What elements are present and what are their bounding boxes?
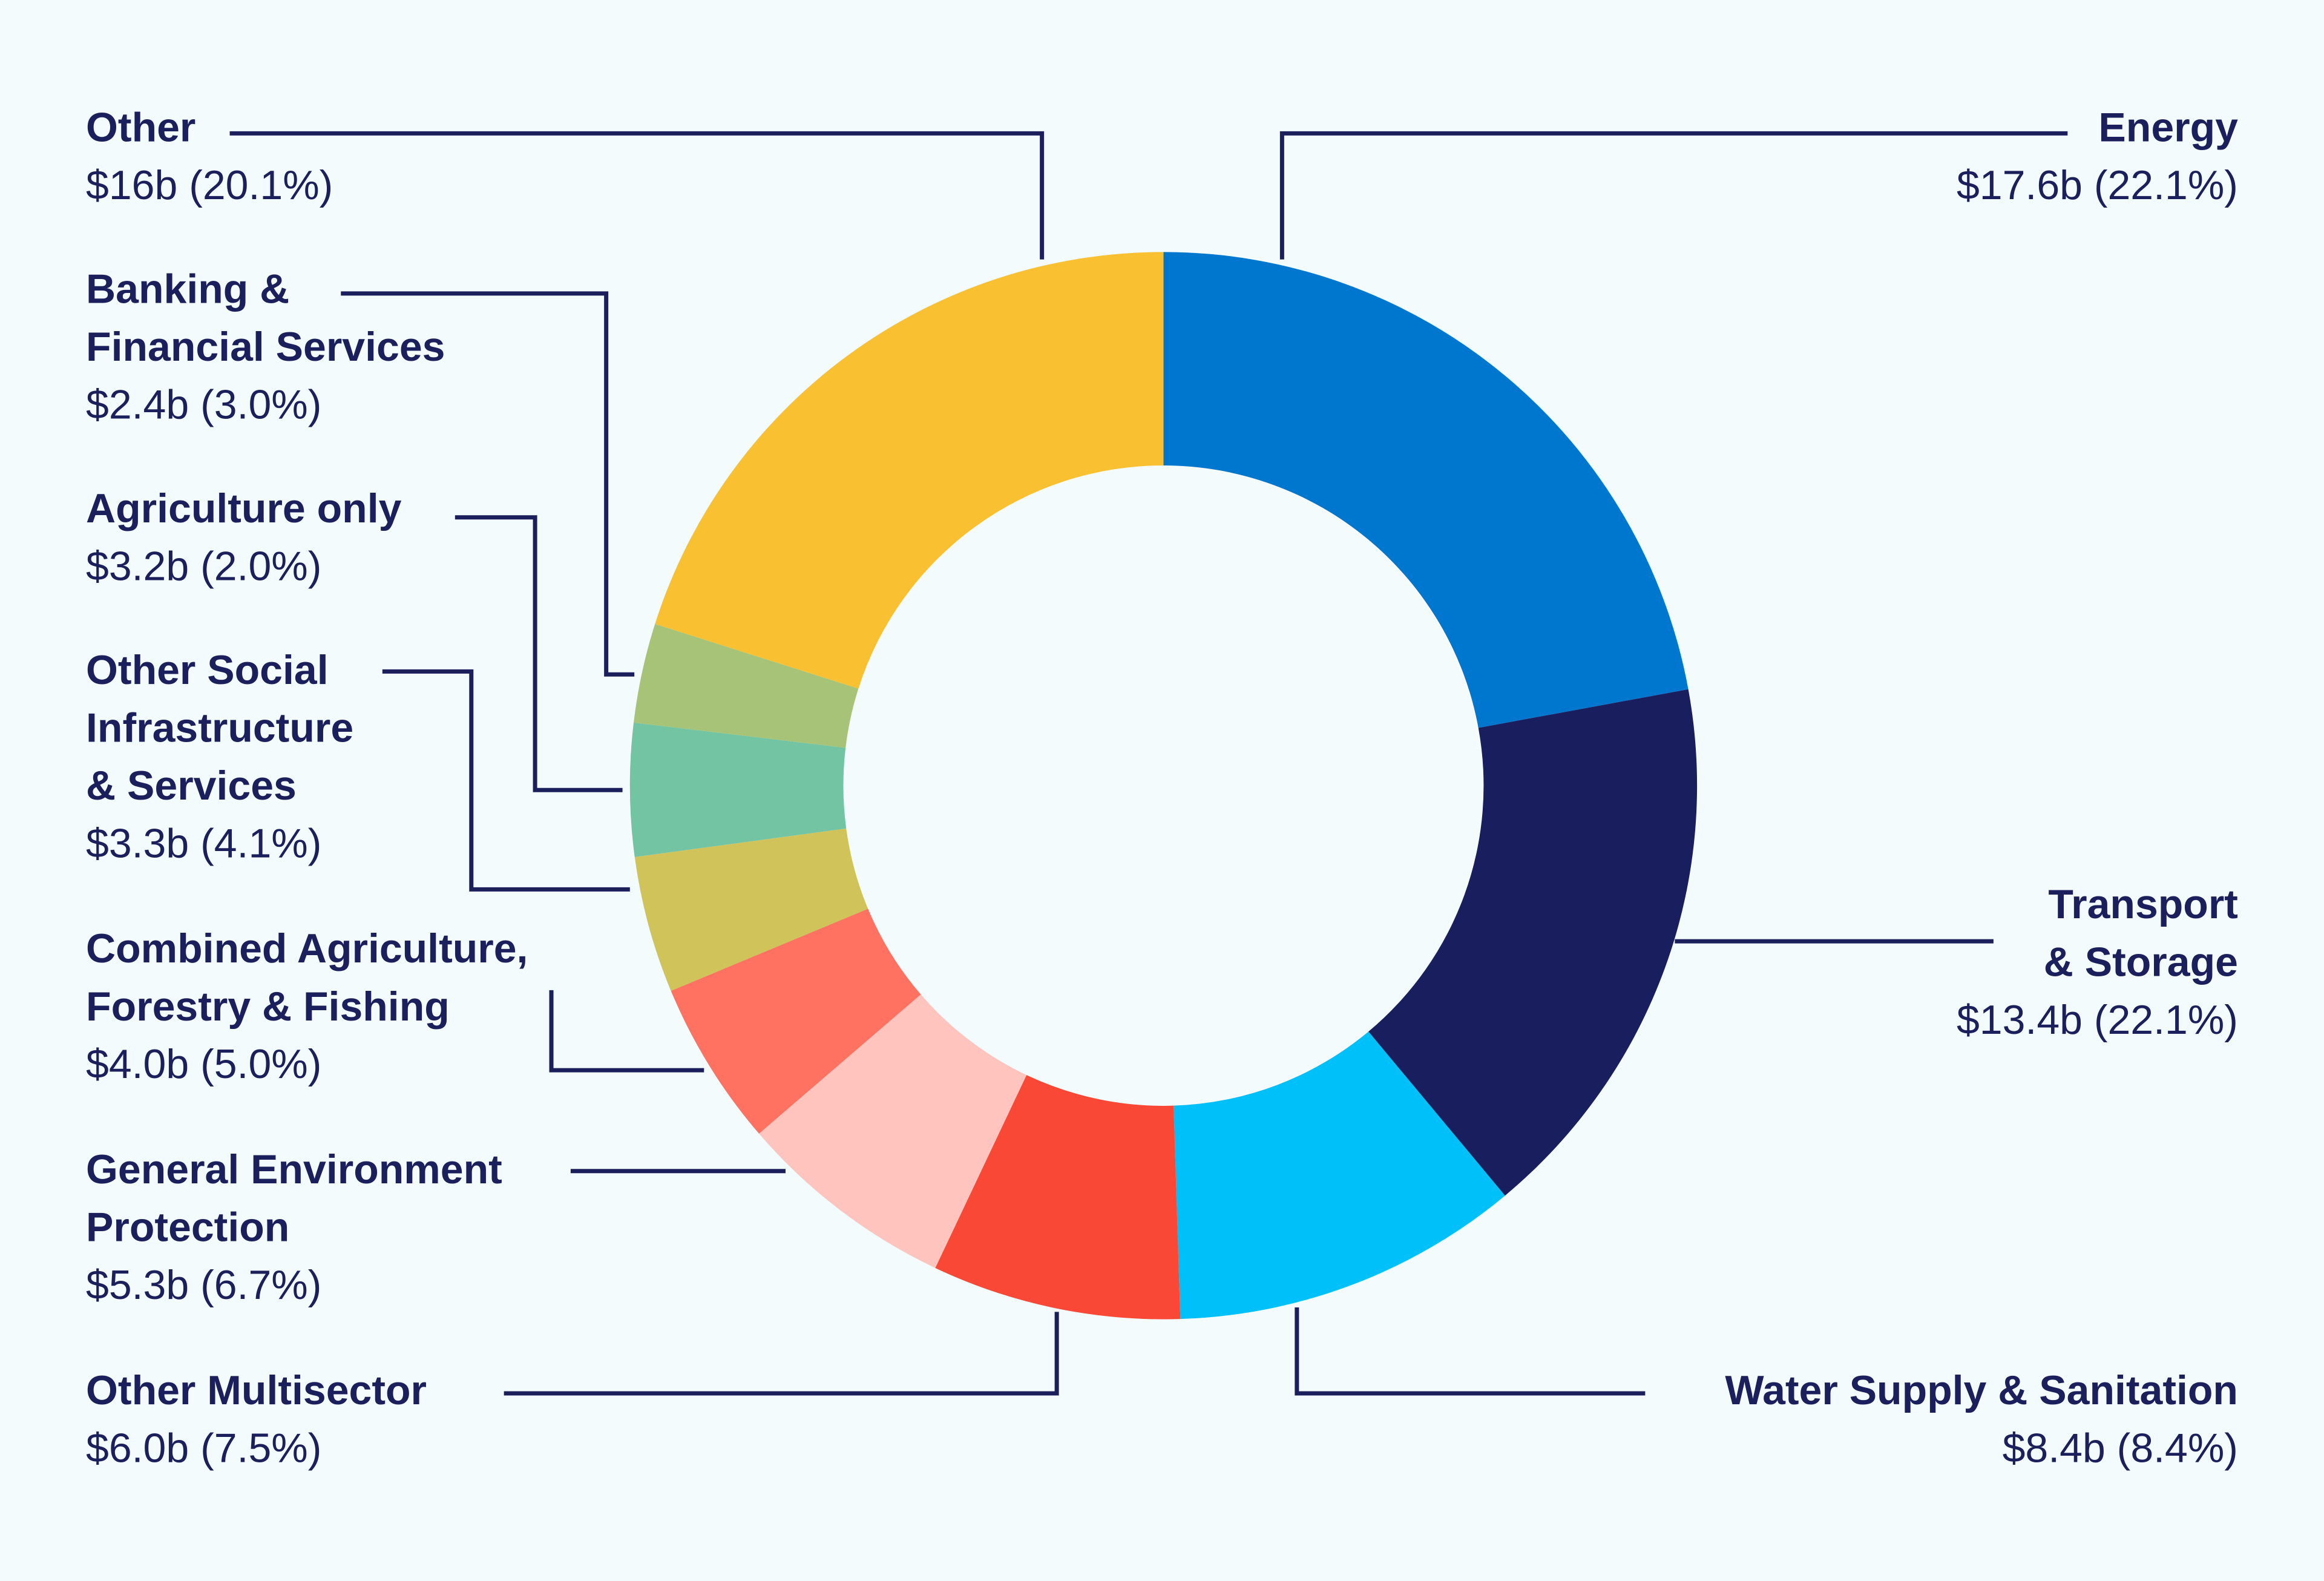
leader-line	[504, 1312, 1059, 1396]
donut-segment	[629, 722, 847, 857]
category-label: Transport & Storage	[2044, 881, 2238, 985]
donut-segment	[935, 1075, 1181, 1320]
value-label: $8.4b (8.4%)	[2003, 1425, 2238, 1471]
category-label: Other Social Infrastructure & Services	[86, 647, 353, 809]
donut-segment	[1368, 689, 1698, 1196]
value-label: $5.3b (6.7%)	[86, 1262, 321, 1308]
donut-segment	[1173, 1031, 1505, 1320]
leader-line	[1279, 131, 2068, 260]
value-label: $3.2b (2.0%)	[86, 543, 321, 589]
donut-segment	[759, 994, 1027, 1268]
value-label: $6.0b (7.5%)	[86, 1425, 321, 1471]
category-label: Water Supply & Sanitation	[1725, 1367, 2238, 1413]
value-label: $2.4b (3.0%)	[86, 381, 321, 427]
leader-line	[549, 990, 704, 1073]
donut-segment	[634, 828, 868, 991]
category-label: Other	[86, 104, 195, 150]
value-label: $3.3b (4.1%)	[86, 820, 321, 866]
category-label: Banking & Financial Services	[86, 266, 445, 370]
donut-segment	[633, 623, 859, 748]
category-label: Agriculture only	[86, 485, 402, 531]
donut-segment	[671, 909, 921, 1134]
donut-segment	[1163, 252, 1689, 728]
leader-line	[229, 131, 1045, 260]
leader-line	[341, 291, 635, 677]
category-label: Other Multisector	[86, 1367, 427, 1413]
value-label: $16b (20.1%)	[86, 162, 333, 208]
leader-line	[1295, 1307, 1646, 1396]
category-label: General Environment Protection	[86, 1146, 502, 1251]
category-label: Combined Agriculture, Forestry & Fishing	[86, 925, 528, 1030]
value-label: $4.0b (5.0%)	[86, 1041, 321, 1087]
leader-line	[455, 515, 623, 792]
category-label: Energy	[2098, 104, 2238, 150]
value-label: $13.4b (22.1%)	[1957, 997, 2238, 1043]
donut-segment	[655, 252, 1164, 689]
leader-line	[382, 669, 630, 892]
value-label: $17.6b (22.1%)	[1957, 162, 2238, 208]
